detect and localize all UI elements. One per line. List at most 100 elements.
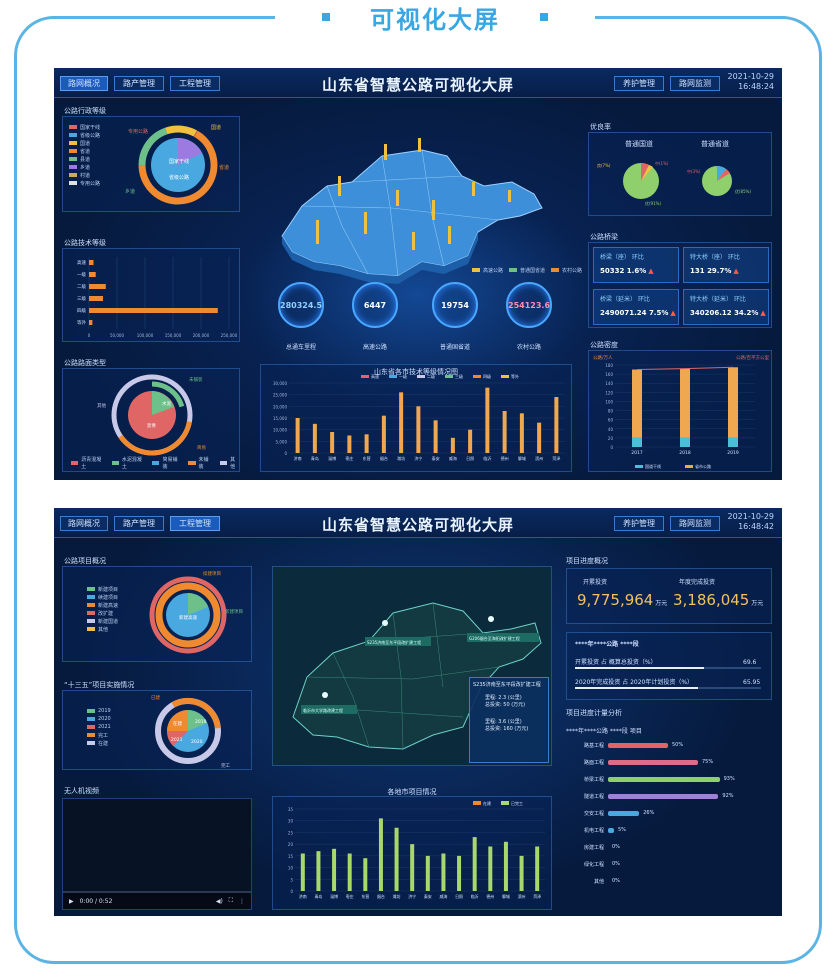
project-map[interactable]: S235济南至东平段改扩建工程 G206烟台至海阳改扩建工程 临沂市大学路改建工… xyxy=(273,567,553,767)
tab-engineering[interactable]: 工程管理 xyxy=(170,76,220,91)
page-title: 山东省智慧公路可视化大屏 xyxy=(321,76,514,94)
plan-row: 房建工程 0% xyxy=(566,842,772,854)
po-legend-swatch xyxy=(87,587,95,591)
x-tick: 200,000 xyxy=(193,333,210,338)
fy-legend-swatch xyxy=(87,741,95,745)
x-tick: 淄博 xyxy=(328,455,336,461)
legend-label: 已完工 xyxy=(511,800,523,806)
legend-swatch xyxy=(635,465,643,468)
stat-national-label: 普通国省道 xyxy=(439,344,470,351)
plan-row: 路基工程 50% xyxy=(566,740,772,752)
map-legend: 高速公路 普通国省道 农村公路 xyxy=(472,266,582,274)
legend-label: 二级 xyxy=(427,373,435,379)
x-tick: 德州 xyxy=(486,893,494,899)
x-tick: 德州 xyxy=(501,455,509,461)
x-tick: 聊城 xyxy=(502,893,510,899)
plan-row-bar xyxy=(608,760,698,765)
y-tick: 10 xyxy=(288,866,294,871)
tab-road-network[interactable]: 路网概况 xyxy=(60,76,108,91)
po-legend-item: 新建高速 xyxy=(87,601,118,609)
fullscreen-icon[interactable]: ⛶ xyxy=(228,897,233,904)
admin-legend-swatch xyxy=(69,149,77,153)
bar xyxy=(441,853,446,891)
bar xyxy=(89,260,94,265)
x-tick: 泰安 xyxy=(432,455,440,461)
bridge-label: 特大桥（座） 环比 xyxy=(690,254,740,261)
admin-legend-item: 乡道 xyxy=(69,163,100,171)
k1-label: 开累投资 xyxy=(583,579,608,586)
fy-legend-label: 2020 xyxy=(98,716,111,722)
video-progress[interactable] xyxy=(63,891,251,893)
bridge-label: 桥梁（座） 环比 xyxy=(600,254,644,261)
shandong-3d-map[interactable] xyxy=(272,116,552,286)
plan-row-value: 92% xyxy=(722,793,734,799)
project-map-panel[interactable]: S235济南至东平段改扩建工程 G206烟台至海阳改扩建工程 临沂市大学路改建工… xyxy=(272,566,552,766)
tab-maintenance[interactable]: 养护管理 xyxy=(614,76,664,91)
x-tick: 日照 xyxy=(455,894,463,899)
fy-label-c: 2019 xyxy=(195,719,207,725)
up-arrow-icon: ▲ xyxy=(760,309,766,317)
surface-legend-label: 沥青混凝土 xyxy=(81,457,102,470)
legend-label: 三级 xyxy=(455,373,463,379)
plan-row-value: 75% xyxy=(702,759,714,765)
bar xyxy=(416,406,421,453)
x-tick: 临沂 xyxy=(483,455,491,461)
plan-row-label: 其他 xyxy=(593,879,604,885)
up-arrow-icon: ▲ xyxy=(670,309,676,317)
bar xyxy=(89,296,103,301)
x-tick: 2018 xyxy=(679,450,691,456)
rate1-label: 开累投资 占 概算总投资（%） xyxy=(575,659,657,666)
bar xyxy=(488,846,493,891)
time-text: 16:48:24 xyxy=(738,82,774,91)
k1-unit: 万元 xyxy=(655,600,668,607)
legend-label: 国道干线 xyxy=(645,463,661,469)
outer-frame: 可视化大屏 xyxy=(14,0,822,964)
more-options-icon[interactable]: ⋮ xyxy=(239,897,245,905)
time-text-2: 16:48:42 xyxy=(738,522,774,531)
tab2-road-assets[interactable]: 路产管理 xyxy=(114,516,164,531)
tab2-monitoring[interactable]: 路网监测 xyxy=(670,516,720,531)
fy-label-a: 已建 xyxy=(151,694,160,701)
frame-title: 可视化大屏 xyxy=(370,5,500,34)
project-overview-title: 公路项目概况 xyxy=(64,557,106,565)
y-tick: 140 xyxy=(605,381,613,386)
bar xyxy=(312,423,317,453)
admin-legend-item: 村道 xyxy=(69,171,100,179)
tab-road-assets[interactable]: 路产管理 xyxy=(114,76,164,91)
density-chart: 公路/万人 公路/百平方公里 180 160 140 120 100 80 60 40 20 0 201… xyxy=(593,354,769,469)
bar xyxy=(347,435,352,453)
bar xyxy=(468,429,473,453)
x-tick: 济南 xyxy=(299,893,307,899)
legend-label: 四级 xyxy=(483,373,491,379)
bridge-card: 桥梁（延米） 环比 2490071.24 7.5% ▲ xyxy=(593,289,679,325)
y-tick: 5 xyxy=(290,877,293,882)
page-title-2: 山东省智慧公路可视化大屏 xyxy=(321,516,514,534)
progress-title: 项目进度概况 xyxy=(566,557,608,565)
surface-legend-swatch xyxy=(152,461,160,465)
map-popup: S235济南至东平段改扩建工程 里程: 2.3 (公里) 总投资: 50 (万元… xyxy=(469,677,549,763)
bar xyxy=(399,392,404,453)
bar xyxy=(363,858,368,891)
volume-icon[interactable]: ◀) xyxy=(215,897,223,905)
map-legend-label: 普通国省道 xyxy=(520,267,546,274)
bridge-value: 131 29.7% ▲ xyxy=(690,267,739,275)
tab-monitoring[interactable]: 路网监测 xyxy=(670,76,720,91)
fy-legend-item: 在建 xyxy=(87,739,111,747)
drone-video-panel[interactable]: ▶ 0:00 / 0:52 ◀) ⛶ ⋮ xyxy=(62,798,252,910)
admin-grade-panel: 国家干线 省级公路 国道 省道 县道 乡道 村道 专用公路 国家干线 省级公路 专用公路 国道… xyxy=(62,116,240,212)
play-icon[interactable]: ▶ xyxy=(69,897,74,905)
tab2-road-network[interactable]: 路网概况 xyxy=(60,516,108,531)
y-tick: 30,000 xyxy=(273,381,287,386)
city-projects-chart: 在建 已完工 35 30 25 20 15 10 5 0 济南 青岛 淄博 枣庄 东营 烟台 潍坊 济宁 泰安 威海 日… xyxy=(288,800,545,899)
surface-label-c: 未铺装 xyxy=(189,376,203,383)
pie1-label-0: 优(91%) xyxy=(645,200,661,206)
legend-label: 省市公路 xyxy=(695,463,711,469)
fy-label-f: 完工 xyxy=(221,762,230,769)
city-tech-chart: 30,000 25,000 20,000 15,000 10,000 5,000 0 高速 一级… xyxy=(273,373,565,461)
tech-grade-chart: 0 50,000 100,000 150,000 200,000 250,000 高速一级二… xyxy=(77,257,238,338)
k2-label: 年度完成投资 xyxy=(679,579,716,586)
tab2-engineering[interactable]: 工程管理 xyxy=(170,516,220,531)
tab2-maintenance[interactable]: 养护管理 xyxy=(614,516,664,531)
title-square-right-icon xyxy=(540,13,548,21)
bridge-value: 2490071.24 7.5% ▲ xyxy=(600,309,676,317)
